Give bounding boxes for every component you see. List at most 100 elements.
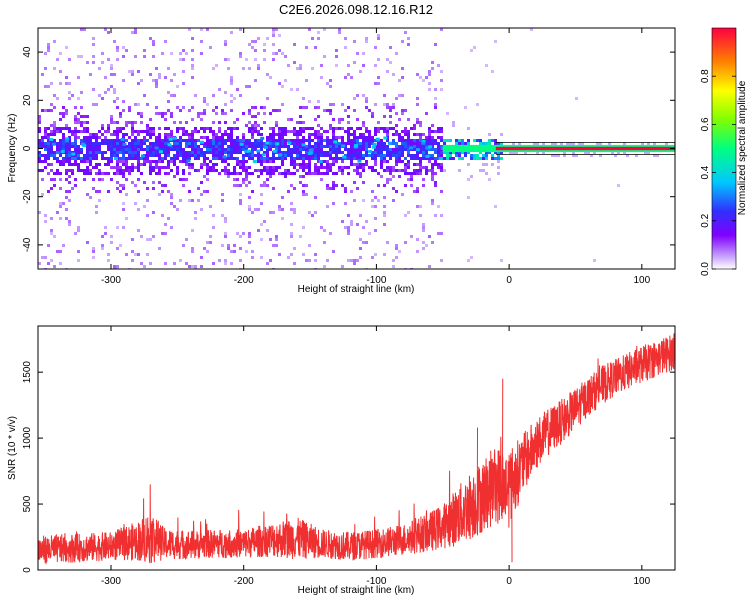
spectrogram-cell <box>266 184 269 187</box>
spectrogram-cell <box>386 136 389 139</box>
spectrogram-cell <box>301 143 306 147</box>
spectrogram-cell <box>77 145 80 148</box>
spectrogram-cell <box>272 149 277 153</box>
spectrogram-cell <box>323 172 326 175</box>
spectrogram-cell <box>212 67 215 70</box>
spectrogram-cell <box>272 160 275 163</box>
spectrogram-cell <box>383 115 386 118</box>
spectrogram-cell <box>314 130 317 133</box>
spectrogram-cell <box>326 109 329 112</box>
spectrogram-cell <box>131 157 134 160</box>
spectrogram-cell <box>482 157 485 160</box>
spectrogram-cell <box>245 172 248 175</box>
spectrogram-cell <box>404 139 407 142</box>
spectrogram-cell <box>74 121 77 124</box>
spectrogram-cell <box>380 154 383 157</box>
spectrogram-cell <box>53 184 56 187</box>
spectrogram-cell <box>365 139 368 142</box>
spectrogram-cell <box>371 205 374 208</box>
spectrogram-x-label: Height of straight line (km) <box>298 284 415 295</box>
spectrogram-cell <box>158 181 161 184</box>
spectrogram-cell <box>152 160 155 163</box>
spectrogram-cell <box>122 175 125 178</box>
spectrogram-cell <box>416 139 419 142</box>
spectrogram-cell <box>71 163 74 166</box>
spectrogram-cell <box>209 46 212 49</box>
spectrogram-cell <box>65 196 68 199</box>
spectrogram-cell <box>410 127 413 130</box>
spectrogram-cell <box>293 172 296 175</box>
spectrogram-cell <box>95 103 98 106</box>
colorbar-tick-label: 0.4 <box>700 165 711 179</box>
spectrogram-cell <box>272 31 275 34</box>
spectrogram-cell <box>389 172 392 175</box>
spectrogram-cell <box>122 169 125 172</box>
spectrogram-cell <box>317 145 320 148</box>
spectrogram-cell <box>44 67 47 70</box>
spectrogram-cell <box>449 154 452 157</box>
spectrogram-cell <box>242 160 245 163</box>
spectrogram-cell <box>440 145 443 148</box>
spectrogram-cell <box>200 118 203 121</box>
spectrogram-cell <box>479 142 482 145</box>
spectrogram-cell <box>458 142 461 145</box>
spectrogram-cell <box>62 127 65 130</box>
spectrogram-cell <box>83 157 86 160</box>
spectrogram-cell <box>320 64 323 67</box>
spectrogram-cell <box>269 211 272 214</box>
spectrogram-cell <box>113 151 116 154</box>
spectrogram-cell <box>179 145 182 148</box>
spectrogram-cell <box>335 142 338 145</box>
spectrogram-cell <box>437 142 440 145</box>
spectrogram-cell <box>551 142 554 145</box>
spectrogram-cell <box>281 139 284 142</box>
spectrogram-cell <box>329 154 332 157</box>
spectrogram-cell <box>83 154 86 157</box>
spectrogram-cell <box>317 115 320 118</box>
spectrogram-cell <box>265 141 270 145</box>
spectrogram-cell <box>89 154 92 157</box>
spectrogram-cell <box>494 157 497 160</box>
spectrogram-cell <box>158 172 161 175</box>
spectrogram-cell <box>404 157 407 160</box>
spectrogram-cell <box>422 166 425 169</box>
spectrogram-cell <box>368 145 371 148</box>
spectrogram-cell <box>305 157 308 160</box>
spectrogram-cell <box>398 145 401 148</box>
spectrogram-cell <box>113 100 116 103</box>
spectrogram-cell <box>479 139 482 142</box>
spectrogram-cell <box>143 139 146 142</box>
spectrogram-cell <box>275 145 278 148</box>
spectrogram-cell <box>215 139 218 142</box>
spectrogram-cell <box>131 169 134 172</box>
spectrogram-cell <box>563 154 566 157</box>
spectrogram-cell <box>581 142 584 145</box>
spectrogram-cell <box>302 145 305 148</box>
spectrogram-cell <box>440 147 445 151</box>
spectrogram-cell <box>254 130 257 133</box>
spectrogram-cell <box>149 166 152 169</box>
spectrogram-cell <box>134 253 137 256</box>
spectrogram-cell <box>380 163 383 166</box>
spectrogram-cell <box>404 133 407 136</box>
spectrogram-cell <box>49 138 54 142</box>
spectrogram-cell <box>215 133 218 136</box>
spectrogram-cell <box>113 130 116 133</box>
spectrogram-cell <box>272 142 275 145</box>
spectrogram-cell <box>71 169 74 172</box>
spectrogram-cell <box>131 163 134 166</box>
spectrogram-cell <box>59 127 62 130</box>
spectrogram-cell <box>425 142 428 145</box>
spectrogram-cell <box>263 151 266 154</box>
spectrogram-cell <box>347 64 350 67</box>
spectrogram-cell <box>164 133 167 136</box>
spectrogram-cell <box>314 106 317 109</box>
spectrogram-cell <box>71 130 74 133</box>
spectrogram-cell <box>74 118 77 121</box>
spectrogram-cell <box>233 178 236 181</box>
spectrogram-cell <box>263 184 266 187</box>
spectrogram-cell <box>164 157 167 160</box>
spectrogram-cell <box>185 52 188 55</box>
spectrogram-cell <box>293 262 296 265</box>
spectrogram-cell <box>218 151 221 154</box>
